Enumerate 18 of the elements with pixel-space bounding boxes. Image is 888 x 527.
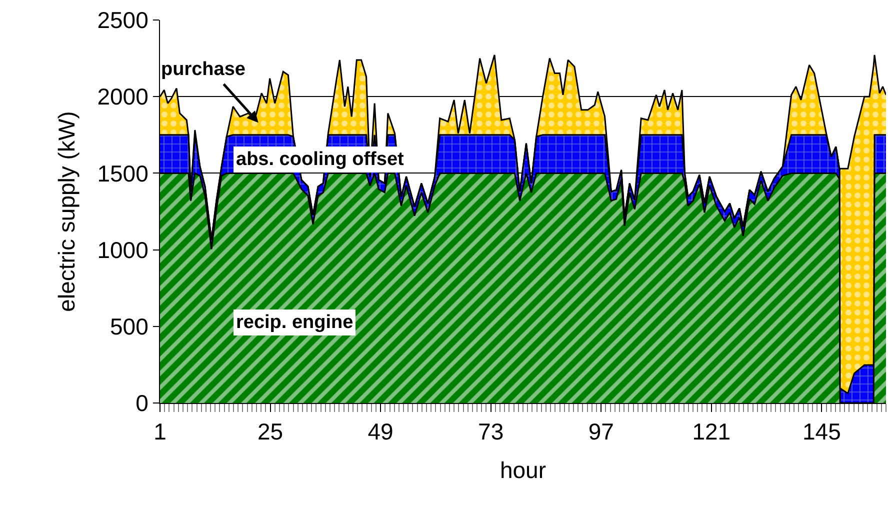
y-tick-label: 500 <box>110 313 148 340</box>
y-tick-label: 0 <box>136 390 148 416</box>
y-tick-label: 2000 <box>97 84 148 110</box>
y-tick-label: 1500 <box>97 160 148 186</box>
x-axis-title: hour <box>500 457 546 484</box>
y-tick-label: 1000 <box>97 236 148 263</box>
y-tick-label: 2500 <box>97 7 148 34</box>
series-label: abs. cooling offset <box>236 149 405 170</box>
series-label: recip. engine <box>236 312 354 333</box>
x-tick-label: 97 <box>588 418 614 445</box>
x-tick-label: 1 <box>154 418 166 445</box>
x-tick-label: 73 <box>478 418 504 445</box>
y-axis-title: electric supply (kW) <box>54 111 80 312</box>
x-tick-label: 121 <box>692 418 731 445</box>
x-tick-label: 25 <box>257 418 284 445</box>
series-label: purchase <box>161 59 246 80</box>
x-tick-label: 145 <box>802 418 841 445</box>
x-tick-label: 49 <box>368 418 394 445</box>
